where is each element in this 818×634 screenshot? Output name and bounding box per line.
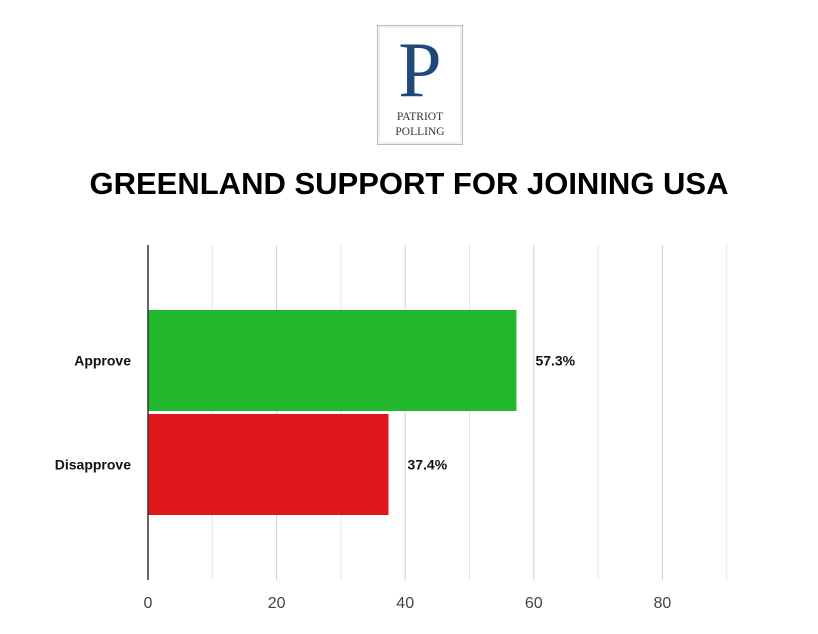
x-tick-label: 80 bbox=[654, 595, 672, 612]
x-tick-label: 20 bbox=[268, 595, 286, 612]
x-tick-label: 60 bbox=[525, 595, 543, 612]
logo-line1: PATRIOT bbox=[396, 111, 444, 123]
patriot-polling-logo: P PATRIOT POLLING bbox=[377, 25, 463, 145]
logo-letter: P bbox=[398, 30, 442, 110]
bar-disapprove bbox=[148, 414, 389, 515]
chart-title: GREENLAND SUPPORT FOR JOINING USA bbox=[89, 166, 729, 201]
data-label: 57.3% bbox=[535, 353, 575, 369]
category-label: Approve bbox=[74, 353, 131, 369]
data-label: 37.4% bbox=[407, 457, 447, 473]
logo-line2: POLLING bbox=[395, 126, 445, 138]
bar-approve bbox=[148, 310, 517, 411]
x-tick-label: 40 bbox=[396, 595, 414, 612]
x-tick-label: 0 bbox=[144, 595, 153, 612]
category-label: Disapprove bbox=[55, 457, 131, 473]
